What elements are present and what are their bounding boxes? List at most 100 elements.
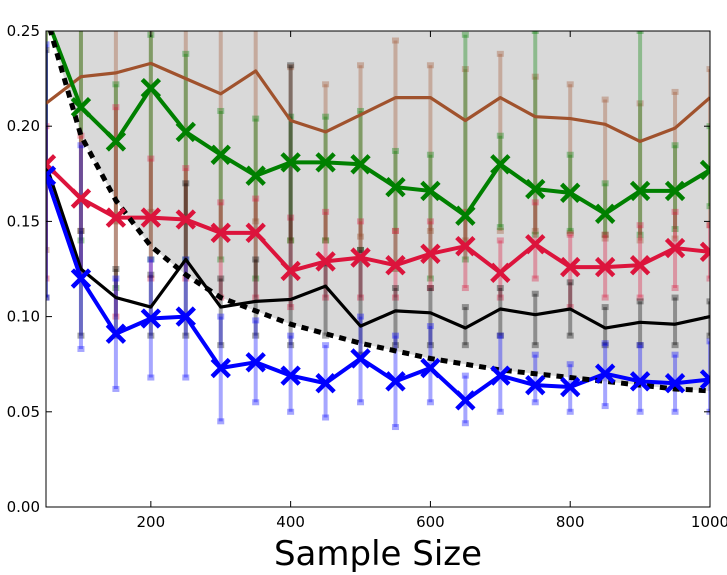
error-cap (461, 285, 469, 292)
error-cap (357, 399, 365, 406)
data-point (280, 260, 301, 282)
marker-stroke (664, 373, 686, 394)
series-line (46, 163, 710, 330)
error-cap (706, 332, 710, 339)
error-cap (706, 66, 710, 73)
data-point (70, 268, 92, 289)
error-cap (112, 313, 120, 320)
error-cap (671, 408, 679, 415)
marker-stroke (629, 180, 651, 202)
error-cap (426, 342, 434, 349)
error-cap (426, 227, 434, 234)
data-point (490, 154, 511, 175)
error-cap (322, 414, 330, 421)
error-cap (322, 237, 330, 244)
error-cap (496, 50, 504, 57)
error-cap (147, 374, 155, 381)
error-cap (287, 237, 295, 244)
marker-stroke (385, 255, 406, 276)
error-cap (182, 332, 190, 339)
data-point (210, 144, 231, 165)
error-cap (601, 180, 609, 187)
marker-stroke (245, 352, 266, 373)
data-point (70, 188, 92, 209)
data-point (629, 371, 651, 392)
error-cap (461, 66, 469, 73)
error-cap (357, 218, 365, 225)
marker-stroke (490, 154, 511, 175)
error-cap (77, 332, 85, 339)
data-point (699, 369, 710, 390)
error-cap (287, 237, 295, 244)
marker-stroke (175, 121, 196, 143)
error-cap (147, 256, 155, 263)
error-cap (287, 304, 295, 311)
x-tick-label: 1000 (691, 513, 727, 531)
error-cap (391, 227, 399, 234)
error-cap (357, 62, 365, 69)
marker-stroke (280, 260, 301, 282)
marker-stroke (560, 376, 581, 398)
error-cap (46, 294, 50, 301)
marker-stroke (385, 176, 406, 198)
data-point (525, 374, 546, 396)
data-point (315, 152, 336, 173)
data-point (420, 180, 441, 202)
data-point (175, 209, 196, 230)
error-cap (322, 113, 330, 120)
error-cap (531, 231, 539, 238)
error-cap (322, 208, 330, 215)
error-cap (531, 31, 539, 34)
error-cap (147, 332, 155, 339)
error-cap (636, 298, 644, 305)
marker-stroke (699, 241, 710, 256)
marker-stroke (140, 207, 162, 228)
error-cap (671, 351, 679, 358)
x-tick-label: 200 (137, 513, 166, 531)
error-cap (357, 233, 365, 240)
error-cap (322, 332, 330, 339)
error-cap (426, 151, 434, 158)
error-cap (426, 323, 434, 330)
marker-stroke (560, 182, 581, 204)
error-cap (636, 100, 644, 107)
data-point (175, 121, 196, 143)
marker-stroke (420, 243, 441, 264)
error-cap (636, 237, 644, 244)
marker-stroke (46, 165, 57, 179)
data-point (245, 165, 266, 186)
error-cap (147, 208, 155, 215)
marker-stroke (699, 369, 710, 383)
error-cap (112, 285, 120, 292)
error-cap (461, 372, 469, 379)
data-point (105, 207, 127, 228)
error-cap (671, 285, 679, 292)
error-cap (182, 50, 190, 57)
error-cap (112, 104, 120, 111)
marker-stroke (70, 96, 92, 118)
error-cap (252, 332, 260, 339)
error-cap (601, 403, 609, 410)
marker-stroke (664, 180, 686, 202)
error-cap (636, 294, 644, 301)
error-cap (77, 237, 85, 244)
error-cap (391, 147, 399, 154)
marker-stroke (46, 154, 57, 168)
error-cap (46, 275, 50, 282)
error-cap (461, 256, 469, 263)
x-tick-label: 400 (276, 513, 305, 531)
error-cap (601, 294, 609, 301)
error-cap (496, 408, 504, 415)
plot-background (50, 31, 710, 391)
marker-stroke (350, 348, 371, 369)
data-point (560, 182, 581, 204)
data-point (210, 357, 231, 379)
data-point (245, 222, 266, 244)
data-point (629, 255, 651, 276)
data-point (525, 178, 546, 200)
error-cap (706, 222, 710, 229)
error-cap (566, 408, 574, 415)
data-point (350, 154, 371, 175)
error-cap (77, 142, 85, 149)
marker-stroke (210, 222, 231, 244)
